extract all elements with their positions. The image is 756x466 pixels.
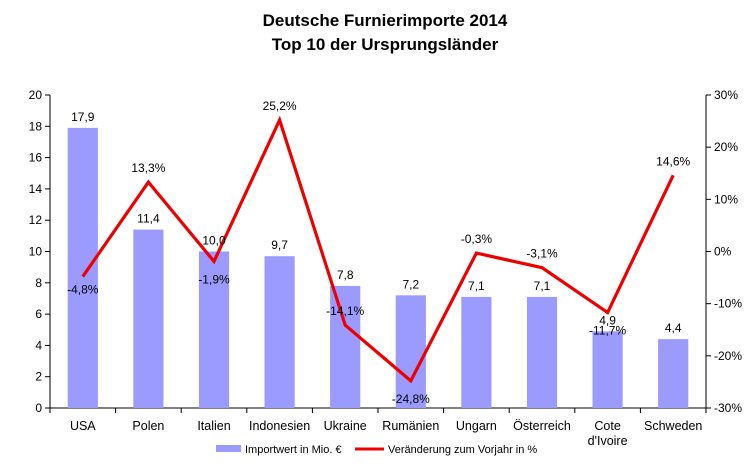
line-value-label: 13,3% (131, 161, 165, 175)
bar (330, 285, 361, 408)
data-labels: 17,9 11,4 10,0 9,7 7,8 7,2 7,1 7,1 4,9 4,4 -4,8% 13… (67, 99, 690, 406)
axes: 0 2 4 6 8 10 12 14 16 18 20 -30% -20% -10% 0% 10% 20% 30%… (29, 88, 743, 448)
right-tick-label: -20% (714, 349, 742, 363)
line-value-label: -11,7% (589, 324, 626, 338)
left-tick-label: 20 (29, 88, 43, 102)
line-series (81, 115, 675, 384)
bar-value-label: 10,0 (202, 234, 226, 248)
line-value-label: -1,9% (198, 272, 230, 286)
category-label: Italien (197, 419, 230, 433)
change-line (81, 115, 675, 384)
line-value-label: -24,8% (392, 392, 430, 406)
bar (395, 295, 426, 408)
left-tick-label: 14 (29, 182, 43, 196)
left-tick-label: 0 (35, 401, 42, 415)
legend-label-line: Veränderung zum Vorjahr in % (388, 444, 537, 456)
line-value-label: 14,6% (656, 154, 690, 168)
right-tick-label: -30% (714, 401, 742, 415)
left-tick-label: 2 (35, 370, 42, 384)
category-label: Schweden (644, 419, 702, 433)
chart-subtitle: Top 10 der Ursprungsländer (272, 35, 499, 54)
chart-title: Deutsche Furnierimporte 2014 (263, 11, 508, 30)
right-tick-label: 20% (714, 140, 738, 154)
bar (264, 256, 295, 408)
left-tick-label: 12 (29, 213, 43, 227)
category-label: USA (70, 419, 96, 433)
right-tick-label: 10% (714, 192, 738, 206)
bar (461, 296, 492, 408)
bar (133, 229, 164, 408)
bar-value-label: 4,9 (599, 313, 616, 327)
line-value-label: -14,1% (326, 304, 364, 318)
category-label: Polen (132, 419, 164, 433)
bar-value-label: 11,4 (137, 212, 160, 226)
bar (67, 127, 98, 409)
legend: Importwert in Mio. € Veränderung zum Vorj… (216, 444, 537, 456)
left-tick-label: 16 (29, 151, 43, 165)
category-label: Ukraine (324, 419, 367, 433)
category-label: Ungarn (456, 419, 497, 433)
left-tick-label: 18 (29, 119, 43, 133)
line-value-label: -3,1% (526, 247, 558, 261)
line-value-label: -0,3% (461, 232, 493, 246)
legend-label-bars: Importwert in Mio. € (245, 444, 342, 456)
left-tick-label: 10 (29, 245, 43, 259)
category-label: Cote d'Ivoire (588, 419, 628, 448)
bar-value-label: 7,1 (534, 279, 551, 293)
category-label: Rumänien (382, 419, 439, 433)
left-tick-label: 4 (35, 338, 42, 352)
bar-value-label: 7,1 (468, 279, 485, 293)
left-tick-label: 8 (35, 276, 42, 290)
bar (526, 296, 558, 408)
right-tick-label: -10% (714, 297, 742, 311)
line-value-label: -4,8% (67, 283, 99, 297)
bar-value-label: 17,9 (71, 110, 95, 124)
bar-value-label: 4,4 (665, 321, 682, 335)
bar-value-label: 7,8 (337, 268, 354, 282)
bar (198, 251, 230, 408)
left-tick-label: 6 (35, 307, 42, 321)
right-tick-label: 30% (714, 88, 738, 102)
category-label: Indonesien (249, 419, 310, 433)
bar (658, 339, 689, 408)
bar (592, 331, 623, 408)
bar-value-label: 7,2 (402, 277, 419, 291)
bar-series (67, 127, 689, 409)
bar-value-label: 9,7 (271, 238, 288, 252)
category-label: Österreich (513, 419, 571, 433)
right-tick-label: 0% (714, 245, 732, 259)
line-value-label: 25,2% (263, 99, 297, 113)
legend-swatch-bars (216, 445, 241, 452)
